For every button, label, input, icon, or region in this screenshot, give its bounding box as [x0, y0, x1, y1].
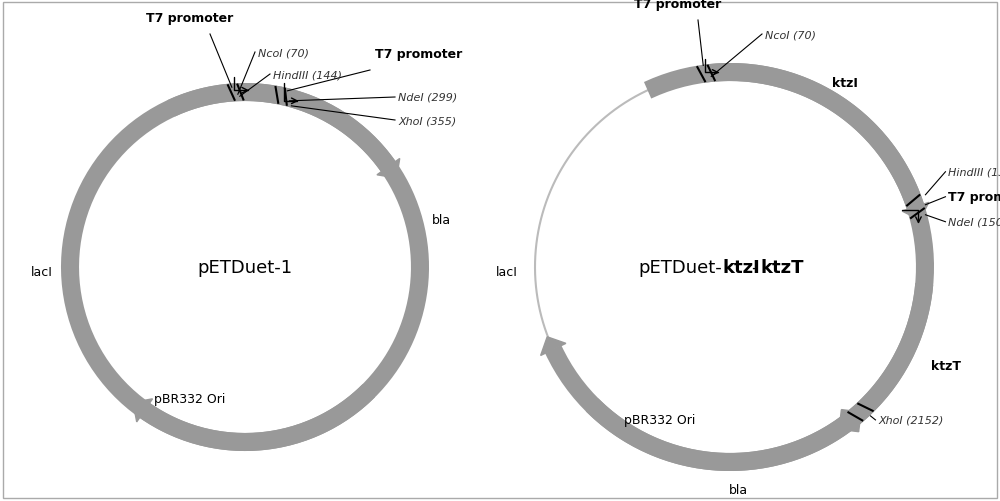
Polygon shape — [902, 203, 929, 220]
Text: bla: bla — [432, 213, 451, 226]
Text: ktzI: ktzI — [832, 77, 858, 90]
Text: T7 promoter: T7 promoter — [375, 48, 462, 61]
Text: NcoI (70): NcoI (70) — [258, 48, 309, 58]
Polygon shape — [839, 410, 859, 432]
Polygon shape — [377, 159, 400, 179]
Polygon shape — [133, 399, 153, 422]
Text: T7 promoter: T7 promoter — [634, 0, 722, 11]
Polygon shape — [541, 337, 566, 356]
Text: T7 promoter: T7 promoter — [146, 12, 234, 25]
Text: ktzT: ktzT — [931, 359, 961, 372]
Text: XhoI (355): XhoI (355) — [398, 116, 456, 126]
Text: pBR332 Ori: pBR332 Ori — [624, 413, 696, 426]
Text: lacI: lacI — [31, 266, 53, 279]
Text: pBR332 Ori: pBR332 Ori — [154, 392, 226, 405]
Text: bla: bla — [728, 483, 748, 496]
Polygon shape — [841, 410, 861, 432]
Text: pETDuet-: pETDuet- — [638, 259, 722, 277]
Text: NdeI (299): NdeI (299) — [398, 93, 457, 103]
Text: ktzI: ktzI — [722, 259, 760, 277]
Text: ktzT: ktzT — [760, 259, 804, 277]
Text: XhoI (2152): XhoI (2152) — [878, 415, 944, 425]
Text: NcoI (70): NcoI (70) — [765, 30, 816, 40]
Text: pETDuet-1: pETDuet-1 — [197, 259, 293, 277]
Text: HindIII (144): HindIII (144) — [273, 70, 342, 80]
Text: NdeI (1505): NdeI (1505) — [948, 217, 1000, 227]
Text: -: - — [751, 259, 758, 277]
Text: HindIII (1350): HindIII (1350) — [948, 167, 1000, 177]
Text: T7 promoter: T7 promoter — [948, 191, 1000, 204]
Text: lacI: lacI — [496, 266, 518, 279]
